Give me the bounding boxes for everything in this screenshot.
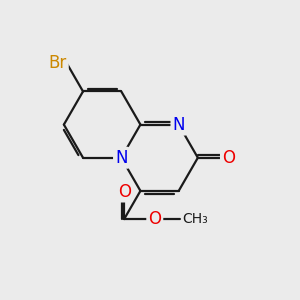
Text: N: N [115,149,128,167]
Text: O: O [118,182,131,200]
Text: Br: Br [49,54,67,72]
Text: O: O [148,210,161,228]
Text: CH₃: CH₃ [182,212,208,226]
Text: O: O [222,149,235,167]
Text: N: N [172,116,185,134]
